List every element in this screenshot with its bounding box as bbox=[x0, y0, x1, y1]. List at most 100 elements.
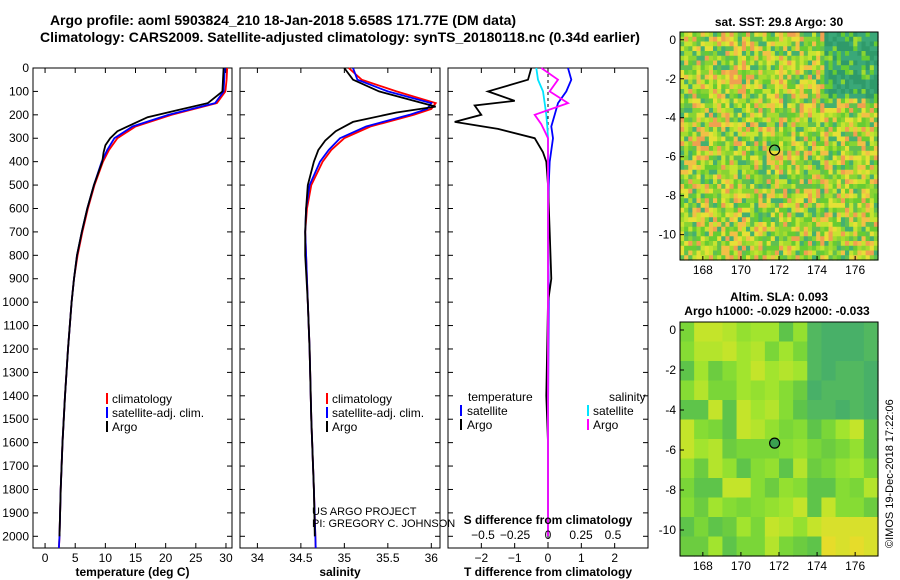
heatmap-cell bbox=[812, 165, 817, 171]
heatmap-cell bbox=[779, 127, 784, 133]
y-tick-label: 700 bbox=[9, 225, 29, 239]
heatmap-cell bbox=[754, 184, 759, 190]
heatmap-cell bbox=[803, 41, 809, 47]
heatmap-cell bbox=[807, 517, 823, 538]
heatmap-cell bbox=[700, 203, 706, 209]
heatmap-cell bbox=[787, 112, 792, 119]
heatmap-cell bbox=[713, 217, 718, 223]
heatmap-cell bbox=[824, 103, 830, 109]
heatmap-cell bbox=[857, 74, 863, 81]
heatmap-cell bbox=[849, 136, 854, 142]
heatmap-cell bbox=[863, 361, 879, 382]
heatmap-cell bbox=[807, 212, 813, 218]
heatmap-cell bbox=[708, 236, 714, 242]
heatmap-cell bbox=[873, 127, 879, 133]
heatmap-cell bbox=[807, 46, 813, 52]
heatmap-cell bbox=[746, 103, 751, 109]
heatmap-cell bbox=[684, 51, 689, 57]
heatmap-cell bbox=[722, 497, 738, 518]
heatmap-cell bbox=[807, 478, 823, 499]
heatmap-cell bbox=[704, 198, 710, 204]
heatmap-cell bbox=[795, 65, 801, 71]
heatmap-cell bbox=[680, 207, 685, 214]
heatmap-cell bbox=[754, 122, 759, 128]
heatmap-cell bbox=[770, 226, 776, 233]
heatmap-cell bbox=[746, 131, 751, 138]
heatmap-cell bbox=[853, 84, 858, 90]
heatmap-cell bbox=[774, 141, 780, 147]
heatmap-cell bbox=[762, 231, 768, 237]
heatmap-cell bbox=[708, 536, 724, 557]
heatmap-cell bbox=[807, 245, 813, 252]
heatmap-cell bbox=[865, 55, 871, 62]
heatmap-cell bbox=[803, 46, 809, 52]
heatmap-cell bbox=[865, 60, 871, 66]
heatmap-cell bbox=[840, 160, 846, 166]
heatmap-cell bbox=[849, 497, 865, 518]
heatmap-cell bbox=[803, 160, 809, 166]
heatmap-cell bbox=[704, 122, 710, 128]
heatmap-cell bbox=[832, 188, 838, 195]
heatmap-cell bbox=[779, 131, 784, 138]
heatmap-cell bbox=[857, 55, 863, 62]
heatmap-cell bbox=[803, 98, 809, 104]
heatmap-cell bbox=[783, 250, 788, 256]
heatmap-cell bbox=[857, 222, 863, 228]
heatmap-cell bbox=[787, 60, 792, 66]
heatmap-cell bbox=[853, 184, 858, 190]
map-subtitle: Argo h1000: -0.029 h2000: -0.033 bbox=[684, 304, 870, 318]
heatmap-cell bbox=[717, 217, 722, 223]
heatmap-cell bbox=[832, 65, 838, 71]
heatmap-cell bbox=[721, 84, 726, 90]
heatmap-cell bbox=[762, 250, 768, 256]
heatmap-cell bbox=[803, 60, 809, 66]
heatmap-cell bbox=[783, 160, 788, 166]
heatmap-cell bbox=[849, 212, 854, 218]
heatmap-cell bbox=[746, 217, 751, 223]
heatmap-cell bbox=[803, 141, 809, 147]
heatmap-cell bbox=[680, 108, 685, 114]
heatmap-cell bbox=[746, 51, 751, 57]
heatmap-cell bbox=[861, 117, 867, 123]
heatmap-cell bbox=[812, 231, 817, 237]
heatmap-cell bbox=[754, 165, 759, 171]
heatmap-cell bbox=[840, 212, 846, 218]
heatmap-cell bbox=[832, 98, 838, 104]
heatmap-cell bbox=[770, 250, 776, 256]
x-tick-label: 0 bbox=[545, 551, 552, 565]
heatmap-cell bbox=[774, 103, 780, 109]
heatmap-cell bbox=[746, 207, 751, 214]
heatmap-cell bbox=[807, 108, 813, 114]
heatmap-cell bbox=[873, 222, 879, 228]
heatmap-cell bbox=[746, 79, 751, 85]
heatmap-cell bbox=[741, 51, 747, 57]
heatmap-cell bbox=[787, 74, 792, 81]
heatmap-cell bbox=[787, 93, 792, 100]
heatmap-cell bbox=[845, 98, 850, 104]
heatmap-cell bbox=[708, 198, 714, 204]
heatmap-cell bbox=[828, 236, 834, 242]
heatmap-cell bbox=[840, 198, 846, 204]
heatmap-cell bbox=[692, 207, 698, 214]
heatmap-cell bbox=[762, 241, 768, 247]
heatmap-cell bbox=[816, 198, 821, 204]
heatmap-cell bbox=[828, 165, 834, 171]
heatmap-cell bbox=[812, 198, 817, 204]
heatmap-cell bbox=[807, 127, 813, 133]
heatmap-cell bbox=[766, 188, 772, 195]
heatmap-cell bbox=[692, 127, 698, 133]
heatmap-cell bbox=[737, 169, 743, 176]
heatmap-cell bbox=[729, 98, 735, 104]
heatmap-cell bbox=[684, 160, 689, 166]
heatmap-cell bbox=[746, 179, 751, 185]
heatmap-cell bbox=[836, 169, 842, 176]
heatmap-cell bbox=[696, 250, 702, 256]
heatmap-cell bbox=[803, 250, 809, 256]
heatmap-cell bbox=[836, 93, 842, 100]
heatmap-cell bbox=[704, 141, 710, 147]
heatmap-cell bbox=[820, 141, 825, 147]
heatmap-cell bbox=[750, 517, 766, 538]
heatmap-cell bbox=[869, 179, 875, 185]
heatmap-cell bbox=[849, 198, 854, 204]
heatmap-cell bbox=[779, 458, 794, 479]
